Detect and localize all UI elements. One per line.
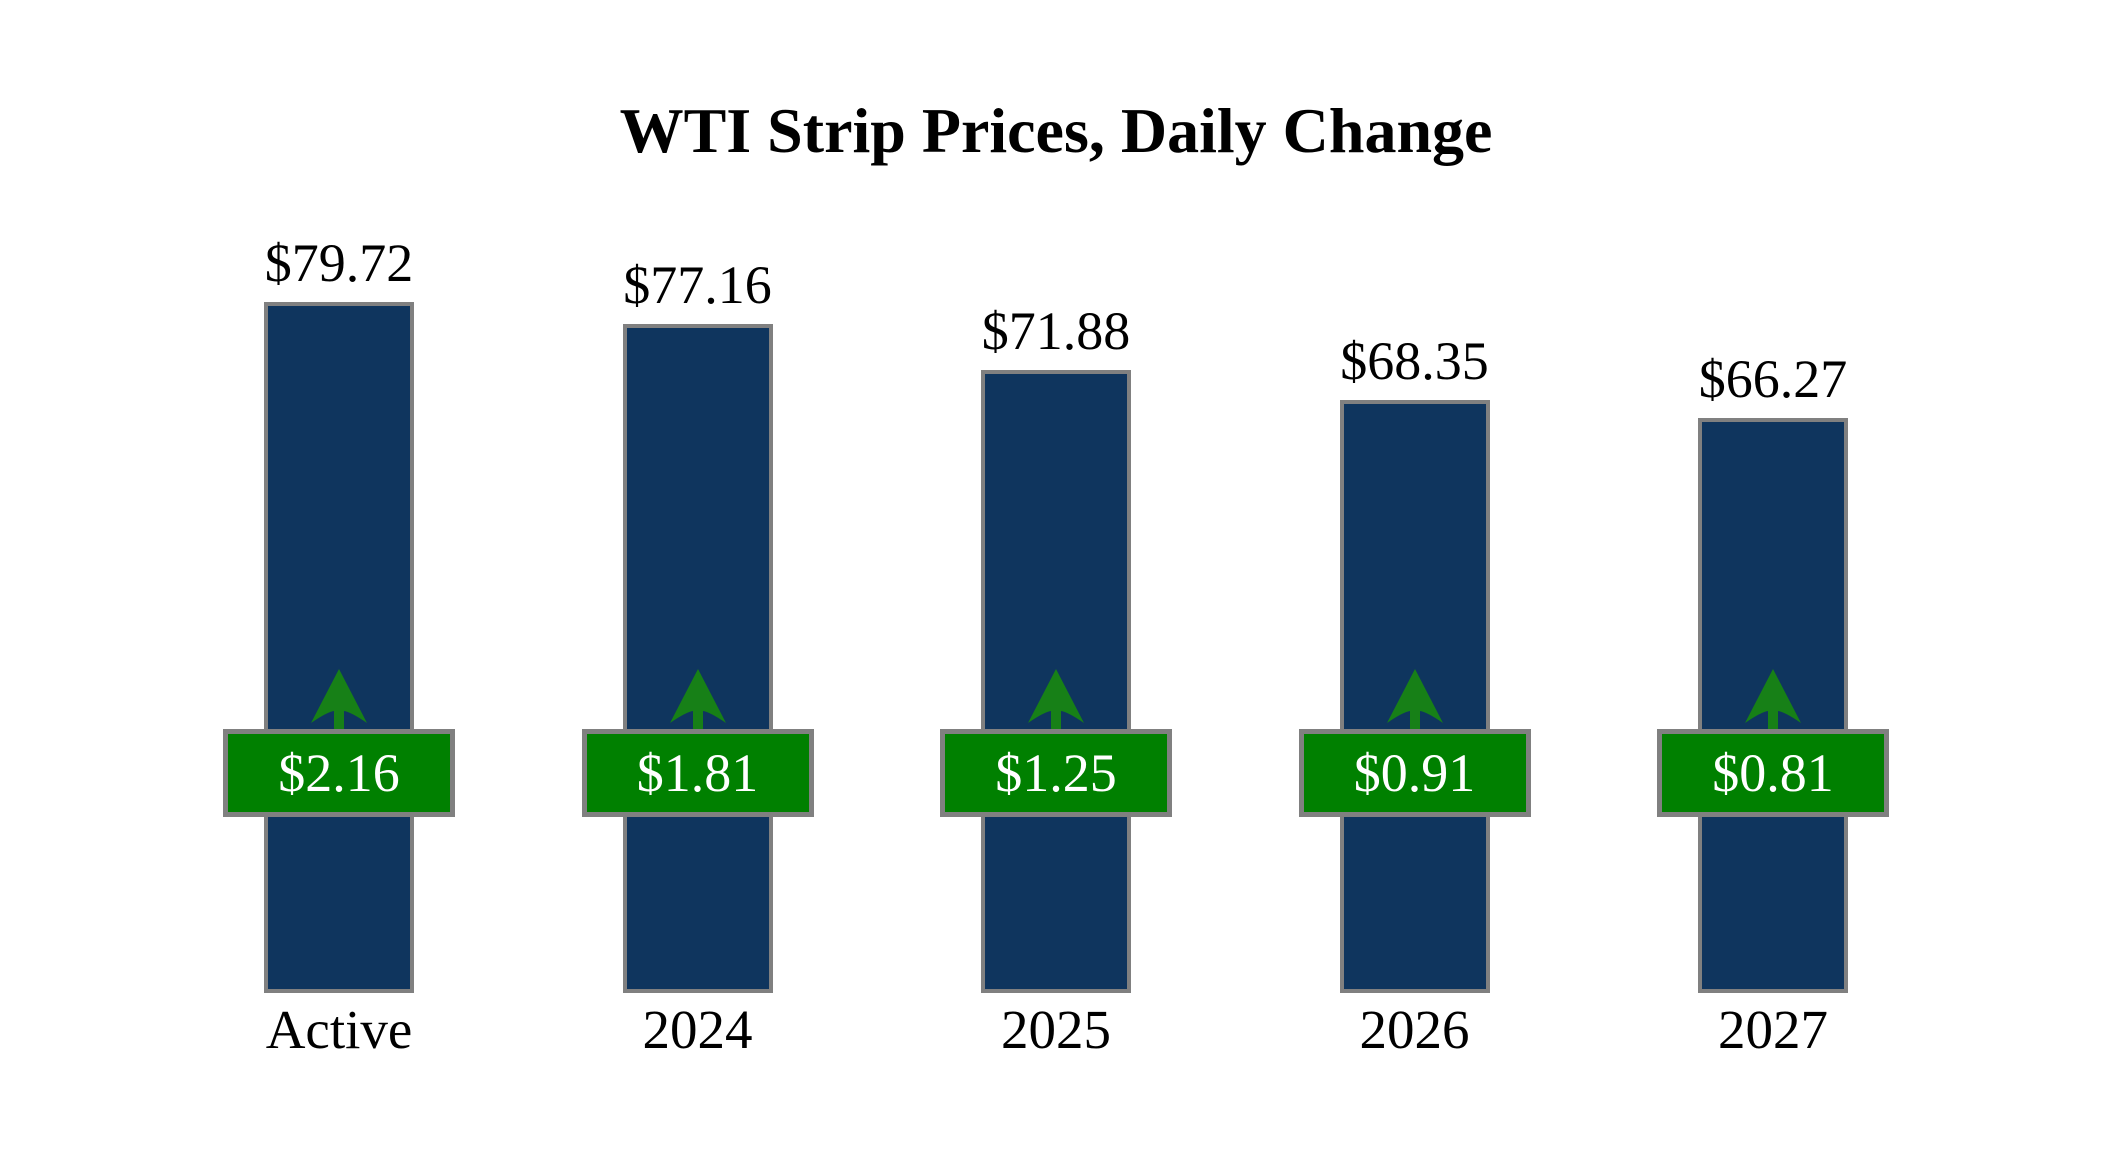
chart-title: WTI Strip Prices, Daily Change [619,95,1493,166]
change-value-label: $1.25 [995,743,1117,803]
change-box: $1.81 [581,729,814,817]
bar-value-label: $77.16 [623,255,772,315]
price-bar [264,302,414,993]
up-arrow-icon [667,669,729,731]
up-arrow-icon [1742,669,1804,731]
bar-value-label: $68.35 [1340,331,1489,391]
category-label: 2026 [1359,999,1470,1060]
change-value-label: $1.81 [636,743,759,803]
change-value-label: $0.81 [1712,743,1834,803]
bar-value-label: $71.88 [981,301,1131,361]
change-value-label: $2.16 [278,743,400,803]
category-label: 2025 [1001,999,1111,1060]
change-box: $0.91 [1298,729,1531,817]
change-value-label: $0.91 [1353,743,1476,803]
bar-value-label: $66.27 [1698,349,1848,409]
category-label: 2024 [642,999,753,1060]
change-box: $1.25 [940,729,1172,817]
price-bar [1339,400,1490,993]
price-bar [622,324,773,993]
category-label: Active [265,999,413,1060]
bar-value-label: $79.72 [264,233,414,293]
up-arrow-icon [308,669,370,731]
change-box: $2.16 [223,729,455,817]
change-box: $0.81 [1657,729,1889,817]
category-label: 2027 [1718,999,1828,1060]
up-arrow-icon [1384,669,1446,731]
up-arrow-icon [1025,669,1087,731]
